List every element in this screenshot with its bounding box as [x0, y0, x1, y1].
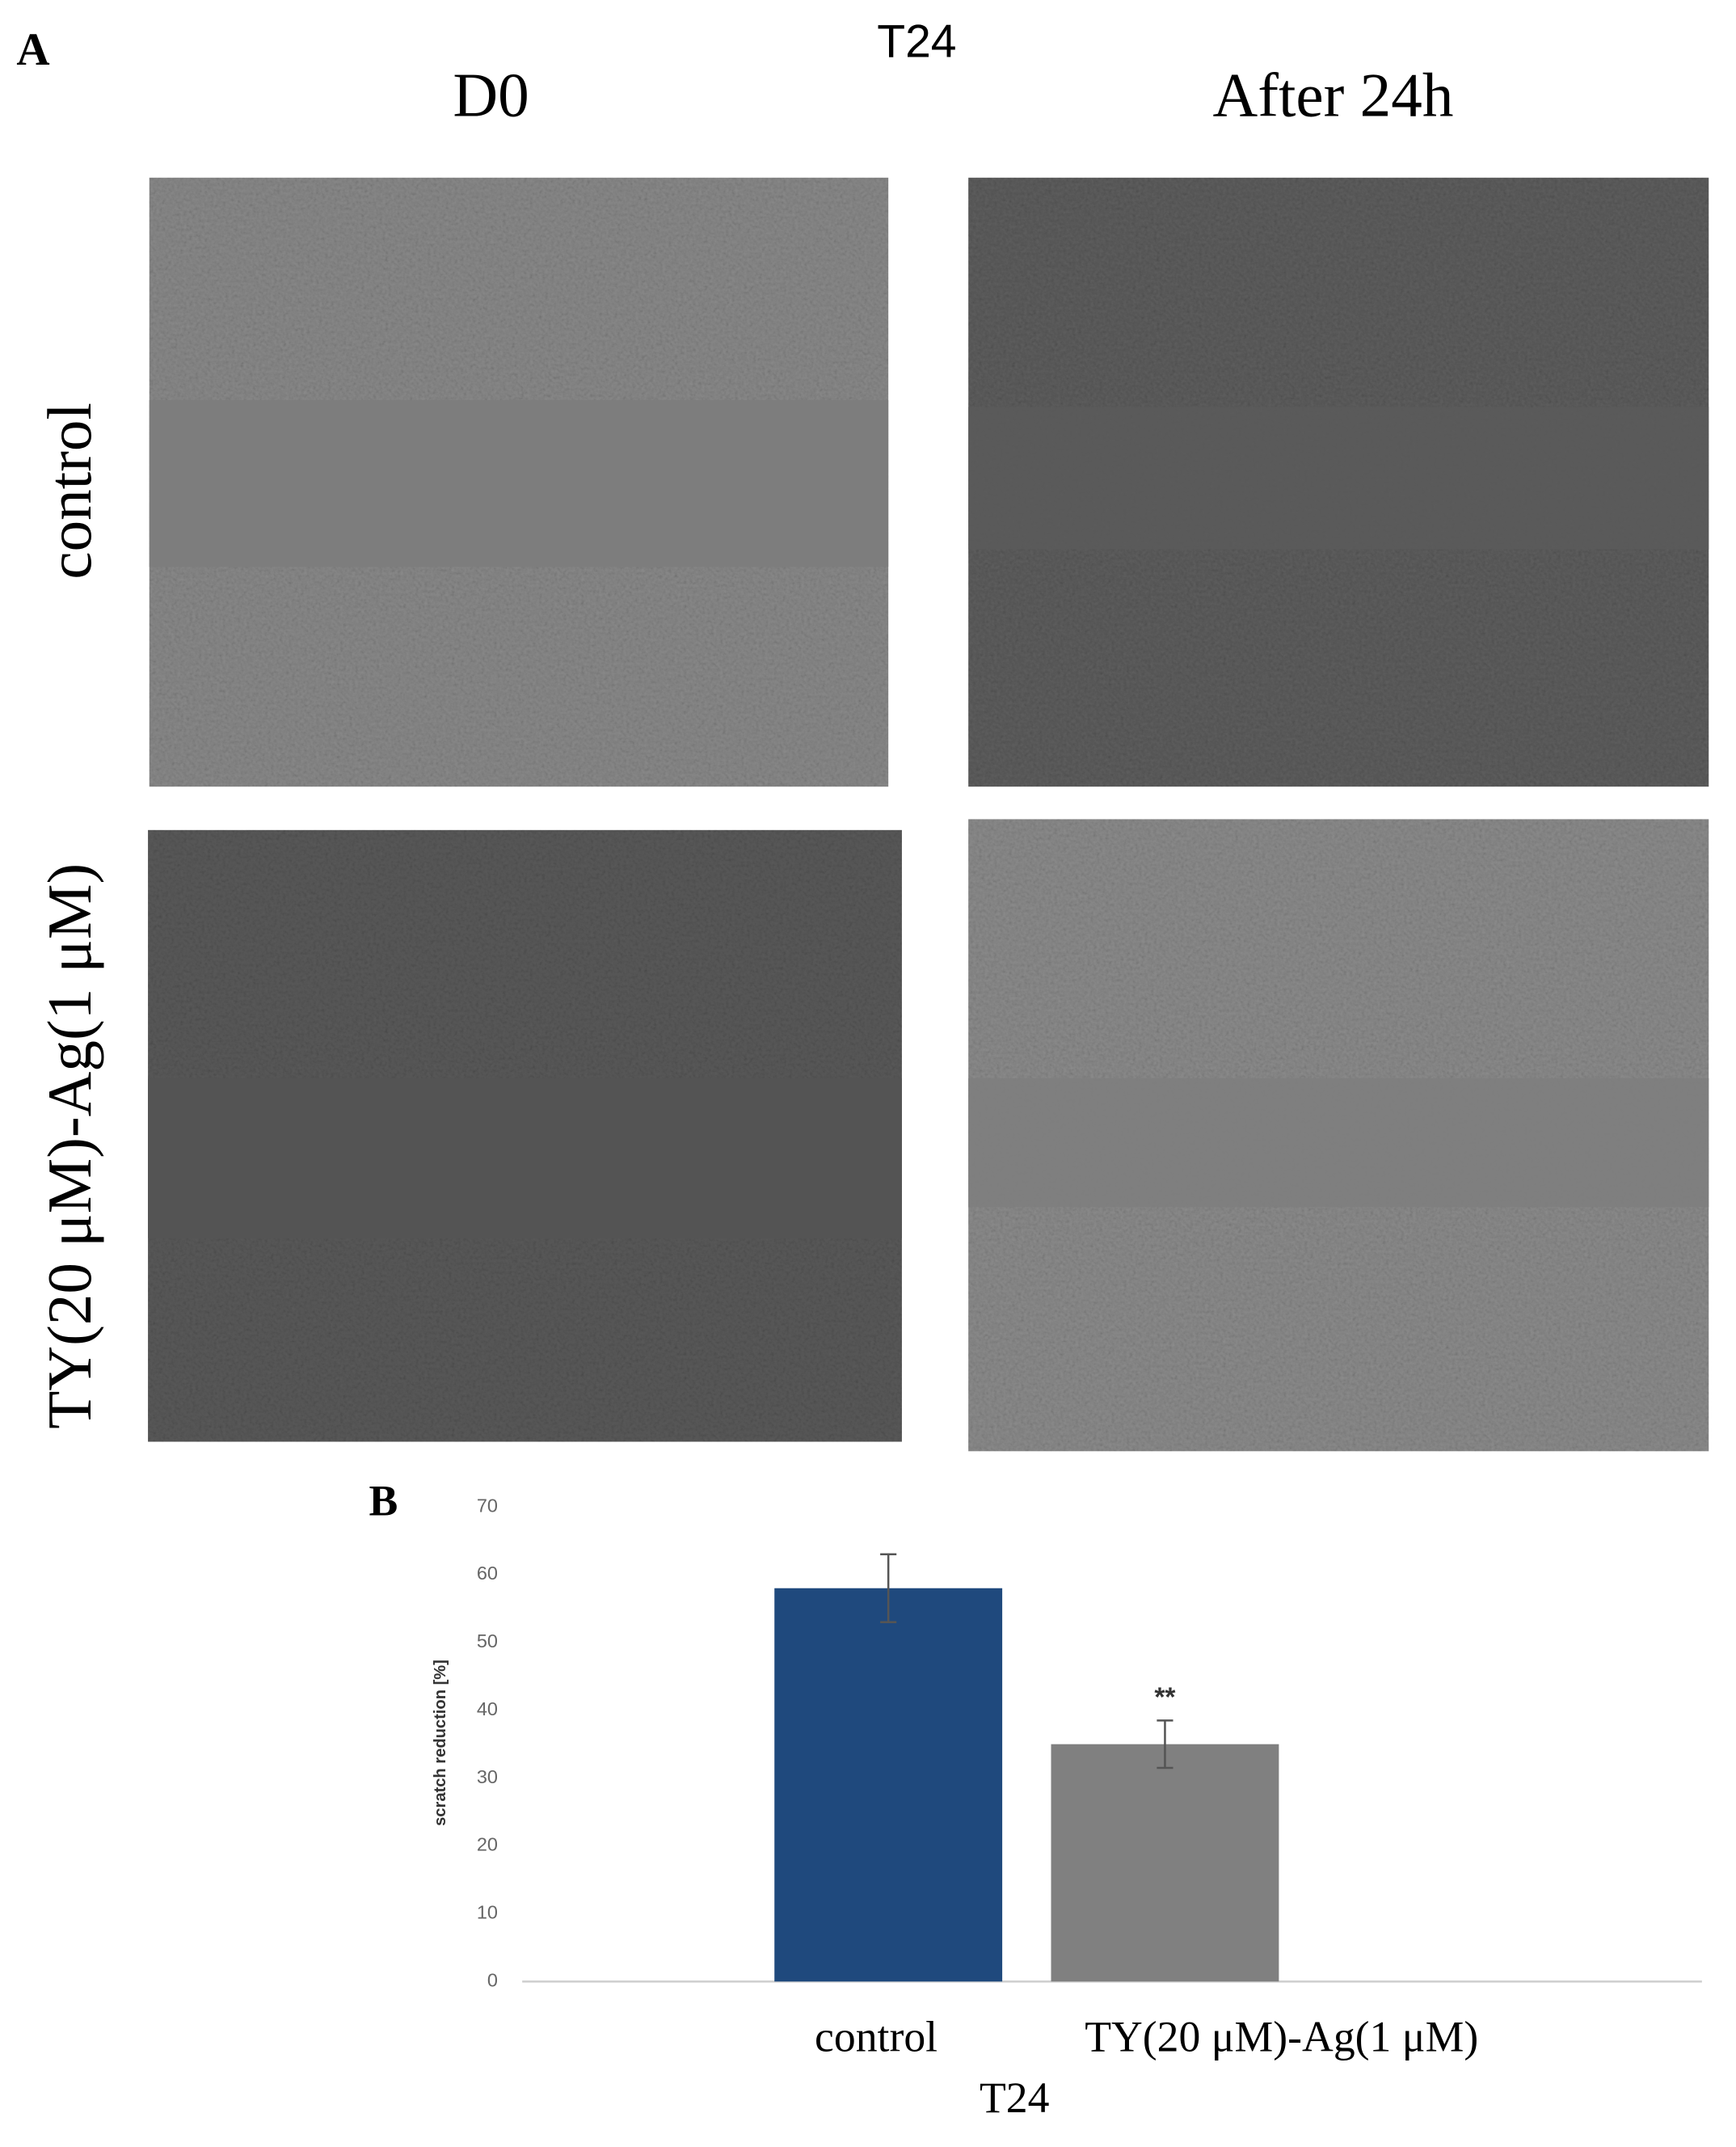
error-bar — [880, 1553, 897, 1623]
row-label: TY(20 μM)-Ag(1 μM) — [35, 863, 104, 1429]
x-tick-label: control — [815, 2012, 938, 2061]
micrograph — [968, 177, 1709, 787]
error-bar — [1157, 1719, 1173, 1769]
micrograph — [149, 177, 889, 787]
y-tick-label: 50 — [477, 1630, 498, 1651]
y-tick-label: 60 — [477, 1563, 498, 1584]
significance-label: ** — [1154, 1682, 1176, 1712]
micrograph — [968, 819, 1709, 1452]
bar — [774, 1588, 1003, 1982]
panel-label: A — [16, 24, 49, 75]
y-tick-label: 0 — [487, 1970, 498, 1991]
y-tick-label: 70 — [477, 1495, 498, 1516]
column-label: After 24h — [1213, 61, 1454, 130]
x-axis-label: T24 — [980, 2073, 1049, 2122]
y-tick-label: 30 — [477, 1766, 498, 1787]
column-label: D0 — [453, 61, 529, 130]
panel-label: B — [369, 1477, 398, 1525]
y-tick-label: 40 — [477, 1698, 498, 1719]
y-tick-label: 20 — [477, 1834, 498, 1855]
y-axis-label: scratch reduction [%] — [432, 1660, 449, 1826]
micrograph — [148, 829, 902, 1442]
y-tick-label: 10 — [477, 1902, 498, 1923]
bar — [1051, 1744, 1279, 1982]
row-label: control — [35, 403, 104, 580]
x-tick-label: TY(20 μM)-Ag(1 μM) — [1085, 2012, 1478, 2061]
figure-title: T24 — [877, 15, 956, 67]
